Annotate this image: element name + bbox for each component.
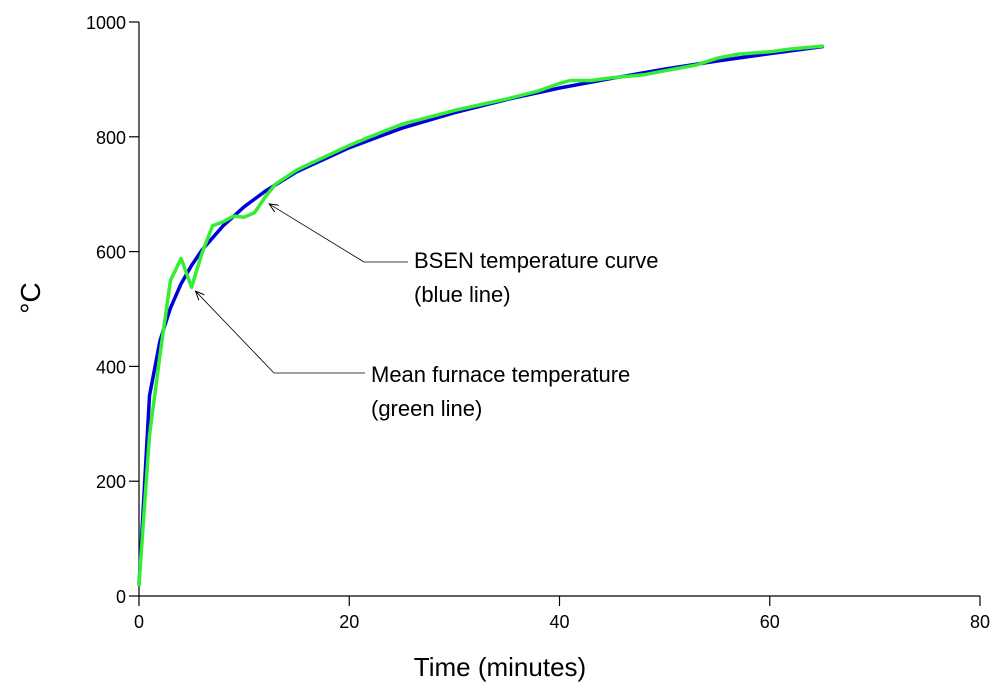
x-axis-title: Time (minutes) [414, 652, 586, 682]
bsen-curve-leader-arrow [269, 204, 365, 263]
y-tick-label: 600 [96, 243, 126, 263]
y-tick-label: 400 [96, 357, 126, 377]
mean-furnace-leader-arrow [196, 291, 275, 374]
x-axis-ticks: 0 20 40 60 80 [134, 596, 990, 632]
annotation-layer: BSEN temperature curve (blue line) Mean fu… [196, 204, 659, 421]
series-layer [137, 44, 825, 587]
bsen-curve-annotation-line: (blue line) [414, 282, 511, 307]
y-tick-label: 1000 [86, 13, 126, 33]
bsen-curve-annotation-line: BSEN temperature curve [414, 248, 659, 273]
axes: 0 20 40 60 80 0 200 400 600 800 1000 [86, 13, 990, 632]
y-axis-ticks: 0 200 400 600 800 1000 [86, 13, 139, 607]
x-tick-label: 80 [970, 612, 990, 632]
mean-furnace-annotation-line: Mean furnace temperature [371, 362, 630, 387]
y-axis-title: °C [15, 282, 46, 313]
y-tick-label: 800 [96, 128, 126, 148]
x-tick-label: 20 [339, 612, 359, 632]
mean-furnace-annotation-line: (green line) [371, 396, 482, 421]
x-tick-label: 60 [760, 612, 780, 632]
x-tick-label: 0 [134, 612, 144, 632]
blue-series-line [137, 44, 825, 587]
green-series-line [137, 44, 825, 587]
y-tick-label: 200 [96, 472, 126, 492]
x-tick-label: 40 [549, 612, 569, 632]
y-tick-label: 0 [116, 587, 126, 607]
